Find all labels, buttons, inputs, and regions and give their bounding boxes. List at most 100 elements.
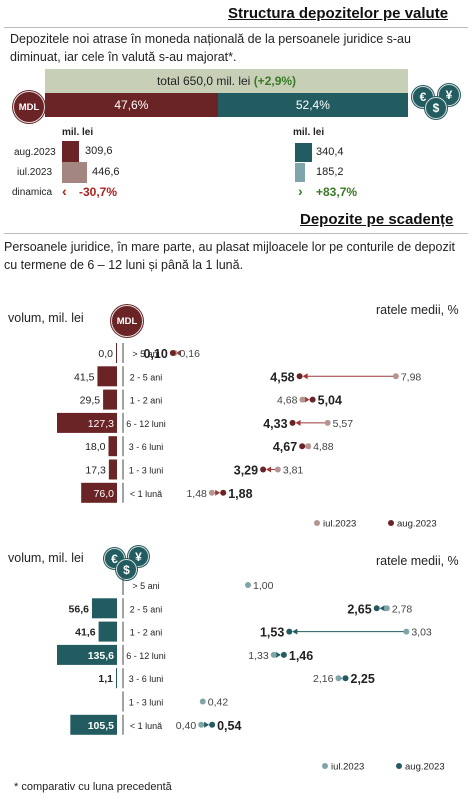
legend-label: iul.2023 [323,519,356,530]
volume-bar [97,366,117,387]
arrow-head-icon [295,419,301,426]
rate-point-iul [299,396,306,403]
legend-label: aug.2023 [397,519,437,530]
rate-label-iul: 4,68 [277,395,298,407]
arrow-head-icon [379,605,385,612]
rate-label-aug: 4,67 [273,440,297,454]
chart1-left-label: volum, mil. lei [8,311,84,325]
rate-point-iul [208,489,215,496]
rate-point-iul [335,675,342,682]
rate-label-iul: 1,00 [253,580,274,592]
volume-bar [57,644,117,665]
bar-mdl-iul [62,162,87,183]
footnote: * comparativ cu luna precedentă [14,781,172,793]
volume-label: 1,1 [98,673,113,685]
dollar-icon: $ [425,97,447,119]
arrow-head-icon [266,466,272,473]
chart1-right-label: ratele medii, % [376,303,459,317]
chart-fx: > 5 ani 1,00 2 - 5 ani 56,6 2,78 2,65 1 - 2 an… [57,575,445,773]
legend-marker [396,763,402,769]
rate-label-aug: 2,25 [351,672,375,686]
rate-point-aug [286,628,293,635]
rate-label-aug: 1,88 [228,487,252,501]
arrow-head-icon [204,721,210,728]
rate-point-aug [260,466,267,473]
rate-label-iul: 2,78 [392,603,413,615]
total-label: total 650,0 mil. lei [156,74,251,88]
volume-label: 56,6 [69,603,90,615]
rate-label-iul: 1,33 [248,650,269,662]
rate-label-iul: 7,98 [401,371,422,383]
volume-bar [108,436,117,457]
category-label: 2 - 5 ani [130,604,163,614]
chart-mdl: > 5 ani 0,0 0,16 0,10 2 - 5 ani 41,5 7,98 4,58 1… [57,343,437,530]
arrow-head-icon [302,373,308,380]
arrow-head-icon [275,651,281,658]
volume-bar [57,412,117,433]
category-label: 1 - 2 ani [130,396,163,406]
unit-label-mdl: mil. lei [62,127,94,138]
rate-point-aug [169,350,176,356]
mdl-coin-icon: MDL [13,91,45,123]
rate-label-iul: 1,48 [186,488,207,500]
unit-label-fx: mil. lei [293,127,325,138]
rate-label-aug: 4,33 [263,417,287,431]
category-label: 1 - 2 ani [130,628,163,638]
volume-label: 17,3 [85,465,106,477]
volume-label: 135,6 [88,650,114,662]
rate-label-aug: 3,29 [234,464,258,478]
row-label-iul: iul.2023 [17,167,53,178]
rate-point-iul [305,443,312,450]
rate-point-aug [373,605,380,612]
rate-label-aug: 1,46 [289,649,313,663]
volume-bar [98,621,117,642]
volume-bar [116,668,117,689]
rate-point-aug [209,721,216,728]
category-label: 6 - 12 luni [126,651,166,661]
rate-point-iul [324,419,331,426]
rate-point-iul [392,373,399,380]
section-intro: Persoanele juridice, în mare parte, au p… [4,240,455,272]
rate-label-aug: 0,54 [217,719,241,733]
rate-point-aug [280,651,287,658]
rate-label-aug: 2,65 [347,602,371,616]
fx-share-label: 52,4% [295,98,330,112]
chart2-right-label: ratele medii, % [376,554,459,568]
row-label-aug: aug.2023 [14,147,56,158]
dynamic-fx: +83,7% [316,185,358,199]
fx-currency-icon: € ¥ $ [412,84,462,120]
category-label: 3 - 6 luni [129,442,164,452]
volume-label: 76,0 [94,488,115,500]
volume-label: 29,5 [80,395,101,407]
legend-marker [388,520,394,526]
rate-point-iul [198,721,205,728]
rate-label-aug: 5,04 [318,394,342,408]
volume-bar [116,343,117,363]
volume-label: 18,0 [85,441,106,453]
rate-label-aug: 4,58 [270,370,294,384]
value-fx-iul: 185,2 [316,166,344,178]
rate-point-aug [289,419,296,426]
legend-label: aug.2023 [405,762,445,773]
rate-point-iul [403,628,410,635]
volume-label: 41,6 [75,627,96,639]
volume-bar [103,389,117,410]
category-label: 2 - 5 ani [130,372,163,382]
value-mdl-iul: 446,6 [92,166,120,178]
rate-label-iul: 0,40 [176,720,197,732]
arrow-head-icon [175,350,181,356]
total-bar: total 650,0 mil. lei (+2,9%) [45,69,408,93]
rate-point-iul [245,582,251,588]
rate-label-iul: 4,88 [313,441,334,453]
rate-point-aug [296,373,303,380]
arrow-head-icon [215,489,221,496]
mdl-share-label: 47,6% [114,98,149,112]
value-fx-aug: 340,4 [316,146,344,158]
arrow-head-icon [304,396,310,403]
category-label: 1 - 3 luni [129,466,164,476]
bar-mdl-aug [62,141,79,162]
category-label: > 5 ani [132,349,159,359]
rate-point-aug [220,489,227,496]
page-title: Structura depozitelor pe valute [228,5,449,22]
rate-label-iul: 3,81 [283,465,304,477]
